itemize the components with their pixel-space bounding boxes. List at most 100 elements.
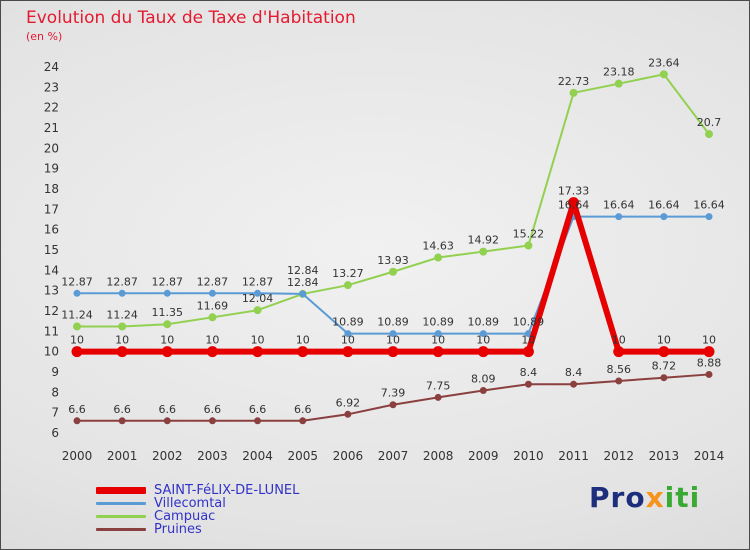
data-point-villecomtal (73, 289, 81, 297)
data-point-villecomtal (705, 213, 713, 221)
x-tick-label: 2001 (107, 449, 138, 463)
data-point-campuac (118, 322, 127, 331)
data-label: 8.56 (606, 363, 631, 376)
legend-swatch-campuac (96, 515, 146, 518)
data-point-saint-f-lix-de-lunel (568, 197, 580, 209)
data-label: 16.64 (603, 199, 635, 212)
legend-swatch-pruines (96, 528, 146, 531)
data-point-saint-f-lix-de-lunel (703, 346, 715, 358)
data-point-pruines (479, 387, 487, 395)
data-point-pruines (570, 380, 578, 388)
data-label: 8.72 (652, 360, 677, 373)
logo-text-x: x (645, 481, 665, 514)
legend-swatch-saint-felix (96, 487, 146, 494)
data-label: 16.64 (693, 199, 725, 212)
data-point-campuac (163, 320, 172, 329)
data-point-pruines (73, 417, 81, 425)
data-point-villecomtal (389, 330, 397, 338)
legend-swatch-villecomtal (96, 502, 146, 505)
x-tick-label: 2014 (694, 449, 725, 463)
y-tick-label: 17 (44, 202, 59, 216)
data-label: 13.93 (377, 254, 409, 267)
y-tick-label: 6 (51, 426, 59, 440)
data-point-pruines (118, 417, 126, 425)
data-label: 12.84 (287, 264, 319, 277)
data-point-villecomtal (660, 213, 668, 221)
data-label: 17.33 (558, 185, 590, 198)
data-label: 6.6 (204, 403, 222, 416)
data-label: 10 (476, 334, 490, 347)
data-point-pruines (434, 393, 442, 401)
data-point-campuac (434, 253, 443, 262)
legend-label: SAINT-FéLIX-DE-LUNEL (154, 483, 300, 498)
y-tick-label: 10 (44, 345, 59, 359)
data-point-campuac (479, 247, 488, 256)
y-tick-label: 11 (44, 324, 59, 338)
data-label: 16.64 (558, 199, 590, 212)
data-label: 10 (70, 334, 84, 347)
data-label: 13.27 (332, 267, 364, 280)
data-label: 14.92 (468, 234, 500, 247)
data-point-campuac (524, 241, 533, 250)
data-label: 10 (612, 334, 626, 347)
data-point-saint-f-lix-de-lunel (342, 346, 354, 358)
data-point-saint-f-lix-de-lunel (613, 346, 625, 358)
data-label: 10 (160, 334, 174, 347)
data-point-saint-f-lix-de-lunel (658, 346, 670, 358)
data-label: 11.69 (197, 299, 229, 312)
data-label: 6.92 (336, 396, 361, 409)
data-point-pruines (208, 417, 216, 425)
data-label: 12.87 (197, 275, 229, 288)
data-label: 10 (296, 334, 310, 347)
data-point-campuac (73, 322, 81, 331)
data-point-pruines (615, 377, 623, 385)
data-label: 10 (341, 334, 355, 347)
x-tick-label: 2011 (558, 449, 589, 463)
y-tick-label: 18 (44, 182, 59, 196)
data-point-pruines (389, 401, 397, 409)
data-point-saint-f-lix-de-lunel (252, 346, 264, 358)
data-label: 16.64 (648, 199, 680, 212)
data-point-saint-f-lix-de-lunel (387, 346, 399, 358)
data-point-villecomtal (524, 330, 532, 338)
data-label: 10 (657, 334, 671, 347)
data-point-villecomtal (208, 289, 216, 297)
data-label: 6.6 (113, 403, 131, 416)
y-tick-label: 7 (51, 406, 59, 420)
data-label: 10.89 (377, 316, 409, 329)
proxiti-logo: Proxiti (589, 481, 700, 514)
data-label: 12.87 (152, 275, 184, 288)
data-label: 10.89 (513, 316, 545, 329)
data-label: 10 (702, 334, 716, 347)
y-tick-label: 24 (44, 60, 59, 74)
data-label: 10 (251, 334, 265, 347)
data-label: 12.87 (106, 275, 138, 288)
data-point-villecomtal (254, 289, 262, 297)
data-point-villecomtal (344, 330, 352, 338)
x-tick-label: 2002 (152, 449, 183, 463)
data-point-villecomtal (615, 213, 623, 221)
x-tick-label: 2012 (603, 449, 634, 463)
data-point-saint-f-lix-de-lunel (71, 346, 83, 358)
data-label: 12.87 (61, 275, 93, 288)
data-point-campuac (343, 281, 352, 290)
data-label: 7.39 (381, 387, 406, 400)
data-label: 6.6 (294, 403, 312, 416)
legend-label: Campuac (154, 509, 216, 524)
y-tick-label: 9 (51, 365, 59, 379)
data-label: 10.89 (468, 316, 500, 329)
x-tick-label: 2013 (649, 449, 680, 463)
legend-item-campuac: Campuac (96, 510, 299, 523)
logo-text-pro: Pro (589, 481, 646, 514)
y-tick-label: 13 (44, 284, 59, 298)
data-label: 8.4 (520, 366, 538, 379)
data-point-villecomtal (163, 289, 171, 297)
y-tick-label: 22 (44, 101, 59, 115)
data-point-villecomtal (118, 289, 126, 297)
data-label: 14.63 (422, 240, 454, 253)
data-point-saint-f-lix-de-lunel (297, 346, 309, 358)
data-label: 10 (431, 334, 445, 347)
data-point-pruines (660, 374, 668, 382)
